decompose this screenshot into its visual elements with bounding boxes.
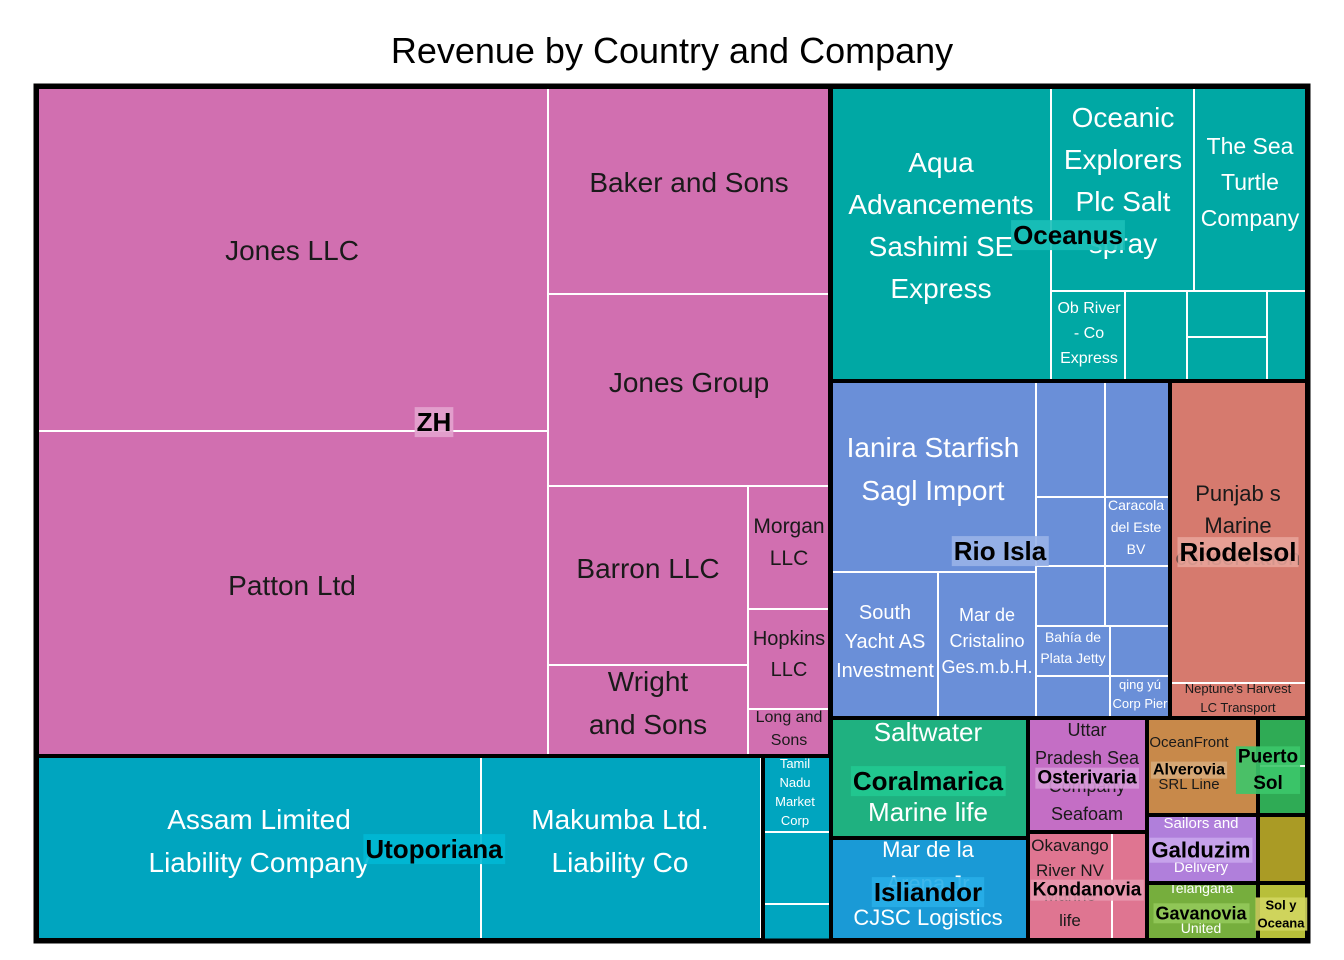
company-label-aqua-advancements-sashimi-se-express: Aqua Advancements Sashimi SE Express bbox=[848, 147, 1033, 304]
company-label-oceanfront-srl-line: OceanFront SRL Line bbox=[1149, 734, 1229, 793]
company-label-qing-y-corp-pier: qing yú Corp Pier bbox=[1113, 677, 1169, 711]
treemap-cell-unlabeled bbox=[760, 831, 831, 905]
treemap-cell-unlabeled bbox=[1104, 380, 1171, 498]
company-label-tamil-nadu-market-corp: Tamil Nadu Market Corp bbox=[775, 756, 815, 828]
group-label-bg-zh bbox=[414, 407, 454, 438]
company-label-baker-and-sons: Baker and Sons bbox=[589, 167, 788, 198]
group-label-alverovia: Alverovia bbox=[1153, 762, 1225, 779]
group-label-coralmarica: Coralmarica bbox=[853, 766, 1004, 796]
group-label-galduzim: Galduzim bbox=[1151, 838, 1250, 863]
treemap-cell-unlabeled bbox=[1186, 336, 1268, 382]
treemap-cell-unlabeled bbox=[760, 903, 831, 941]
group-label-riodelsol: Riodelsol bbox=[1179, 537, 1296, 567]
group-label-bg-kondanovia bbox=[1030, 879, 1144, 901]
company-label-caracola-del-este-bv: Caracola del Este BV bbox=[1108, 497, 1164, 557]
group-label-bg-galduzim bbox=[1149, 837, 1253, 863]
company-label-south-yacht-as-investment: South Yacht AS Investment bbox=[836, 602, 934, 682]
company-label-mar-de-cristalino-ges-m-b-h: Mar de Cristalino Ges.m.b.H. bbox=[941, 605, 1032, 677]
group-label-bg-isliandor bbox=[871, 877, 985, 908]
treemap-cell-unlabeled bbox=[1124, 290, 1188, 382]
group-label-oceanus: Oceanus bbox=[1013, 220, 1123, 250]
company-label-morgan-llc: Morgan LLC bbox=[753, 515, 824, 570]
group-label-bg-sol-y-oceana bbox=[1255, 897, 1308, 931]
group-label-bg-gavanovia bbox=[1153, 903, 1250, 924]
treemap-cell-unlabeled bbox=[1035, 565, 1106, 627]
chart-title: Revenue by Country and Company bbox=[390, 30, 954, 71]
treemap-cell-unlabeled bbox=[1035, 675, 1111, 719]
treemap-cell-south-yacht-as-investment bbox=[830, 571, 939, 719]
company-label-makumba-ltd-liability-co: Makumba Ltd. Liability Co bbox=[531, 804, 708, 878]
group-label-isliandor: Isliandor bbox=[874, 877, 982, 907]
company-label-the-sea-turtle-company: The Sea Turtle Company bbox=[1201, 133, 1300, 231]
group-label-kondanovia: Kondanovia bbox=[1033, 880, 1142, 901]
company-label-ob-river-co-express: Ob River - Co Express bbox=[1057, 300, 1121, 367]
group-label-sol-y-oceana: Sol y Oceana bbox=[1258, 897, 1306, 930]
group-label-zh: ZH bbox=[417, 407, 452, 437]
treemap-cell-the-sea-turtle-company bbox=[1193, 86, 1308, 292]
treemap-cell-oceanic-explorers-plc-salt-spray bbox=[1050, 86, 1195, 292]
company-label-jones-group: Jones Group bbox=[609, 367, 769, 398]
company-label-ianira-starfish-sagl-import: Ianira Starfish Sagl Import bbox=[847, 432, 1020, 506]
group-label-bg-coralmarica bbox=[850, 766, 1006, 797]
treemap-cell-wright-and-sons bbox=[547, 664, 749, 757]
company-label-sailors-and-delivery: Sailors and Delivery bbox=[1163, 815, 1238, 876]
company-label-saltwater-marine-life: Saltwater Marine life bbox=[868, 717, 988, 827]
treemap-cell-mar-de-cristalino-ges-m-b-h bbox=[937, 571, 1037, 719]
company-label-neptune-s-harvest-lc-transport: Neptune's Harvest LC Transport bbox=[1185, 681, 1292, 715]
treemap-cell-unlabeled bbox=[1035, 380, 1106, 498]
group-label-bg-puerto-sol bbox=[1235, 746, 1301, 794]
group-label-rio-isla: Rio Isla bbox=[954, 536, 1047, 566]
group-label-osterivaria: Osterivaria bbox=[1037, 768, 1137, 789]
company-label-jones-llc: Jones LLC bbox=[225, 235, 359, 266]
company-label-hopkins-llc: Hopkins LLC bbox=[753, 628, 825, 681]
treemap-cell-punjab-s-marine-conservation bbox=[1169, 380, 1308, 684]
company-label-barron-llc: Barron LLC bbox=[576, 553, 719, 584]
treemap-cell-long-and-sons bbox=[747, 708, 831, 757]
company-label-patton-ltd: Patton Ltd bbox=[228, 570, 356, 601]
group-label-utoporiana: Utoporiana bbox=[365, 834, 503, 864]
group-label-bg-alverovia bbox=[1150, 761, 1228, 779]
company-label-assam-limited-liability-company: Assam Limited Liability Company bbox=[149, 804, 370, 878]
company-label-wright-and-sons: Wright and Sons bbox=[589, 666, 707, 740]
treemap-cell-jones-group bbox=[547, 293, 831, 487]
group-label-bg-utoporiana bbox=[363, 834, 506, 865]
treemap-cell-patton-ltd bbox=[36, 430, 549, 757]
treemap-cell-baker-and-sons bbox=[547, 86, 831, 295]
group-label-bg-rio-isla bbox=[951, 536, 1049, 567]
treemap-frame bbox=[33, 83, 1311, 944]
treemap-cell-unlabeled bbox=[1104, 565, 1171, 627]
treemap-cell-ob-river-co-express bbox=[1050, 290, 1126, 382]
group-label-puerto-sol: Puerto Sol bbox=[1238, 746, 1298, 794]
treemap-cell-tamil-nadu-market-corp bbox=[760, 755, 831, 833]
treemap-cell-unlabeled bbox=[1109, 625, 1171, 677]
treemap-cell-unlabeled bbox=[1257, 814, 1308, 884]
treemap-cell-unlabeled bbox=[1186, 290, 1268, 338]
treemap-cell-neptune-s-harvest-lc-transport bbox=[1169, 682, 1308, 719]
group-label-gavanovia: Gavanovia bbox=[1155, 903, 1247, 923]
company-label-bah-a-de-plata-jetty: Bahía de Plata Jetty bbox=[1040, 629, 1105, 666]
treemap-cell-jones-llc bbox=[36, 86, 549, 432]
company-label-long-and-sons: Long and Sons bbox=[756, 709, 823, 749]
group-label-bg-oceanus bbox=[1011, 220, 1125, 251]
treemap-cell-unlabeled bbox=[1266, 290, 1308, 382]
group-label-bg-osterivaria bbox=[1035, 767, 1140, 789]
group-label-bg-riodelsol bbox=[1177, 537, 1299, 568]
